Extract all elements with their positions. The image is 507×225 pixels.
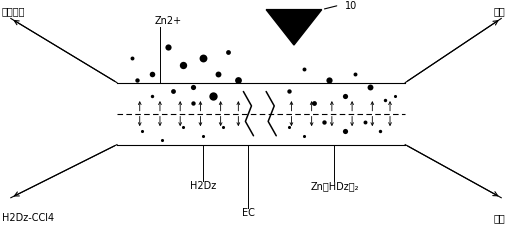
Point [133,79,141,83]
Point [214,73,222,76]
Point [168,90,176,94]
Polygon shape [266,11,322,46]
Text: 10: 10 [345,1,357,11]
Point [163,46,171,50]
Text: EC: EC [242,207,255,217]
Point [189,86,197,90]
Point [381,99,389,103]
Point [285,90,293,94]
Point [219,126,227,129]
Text: 废液: 废液 [493,6,505,16]
Point [320,121,329,125]
Point [341,95,349,98]
Point [149,95,157,98]
Point [158,139,166,142]
Point [391,95,399,98]
Point [376,130,384,134]
Point [224,51,232,54]
Point [138,130,147,134]
Point [285,126,293,129]
Text: 样品溶液: 样品溶液 [2,6,25,16]
Point [234,79,242,83]
Point [178,126,187,129]
Point [178,64,187,68]
Point [366,86,374,90]
Point [300,134,308,138]
Point [128,57,136,61]
Text: Zn（HDz）₂: Zn（HDz）₂ [310,180,358,190]
Point [325,79,334,83]
Text: H2Dz-CCl4: H2Dz-CCl4 [2,212,54,222]
Text: 产物: 产物 [493,212,505,222]
Point [360,121,369,125]
Text: H2Dz: H2Dz [190,180,216,190]
Point [199,57,207,61]
Point [341,130,349,134]
Point [189,101,197,105]
Point [209,95,217,98]
Point [149,73,157,76]
Point [300,68,308,72]
Point [310,101,318,105]
Point [350,73,358,76]
Point [199,134,207,138]
Text: Zn2+: Zn2+ [155,16,182,26]
